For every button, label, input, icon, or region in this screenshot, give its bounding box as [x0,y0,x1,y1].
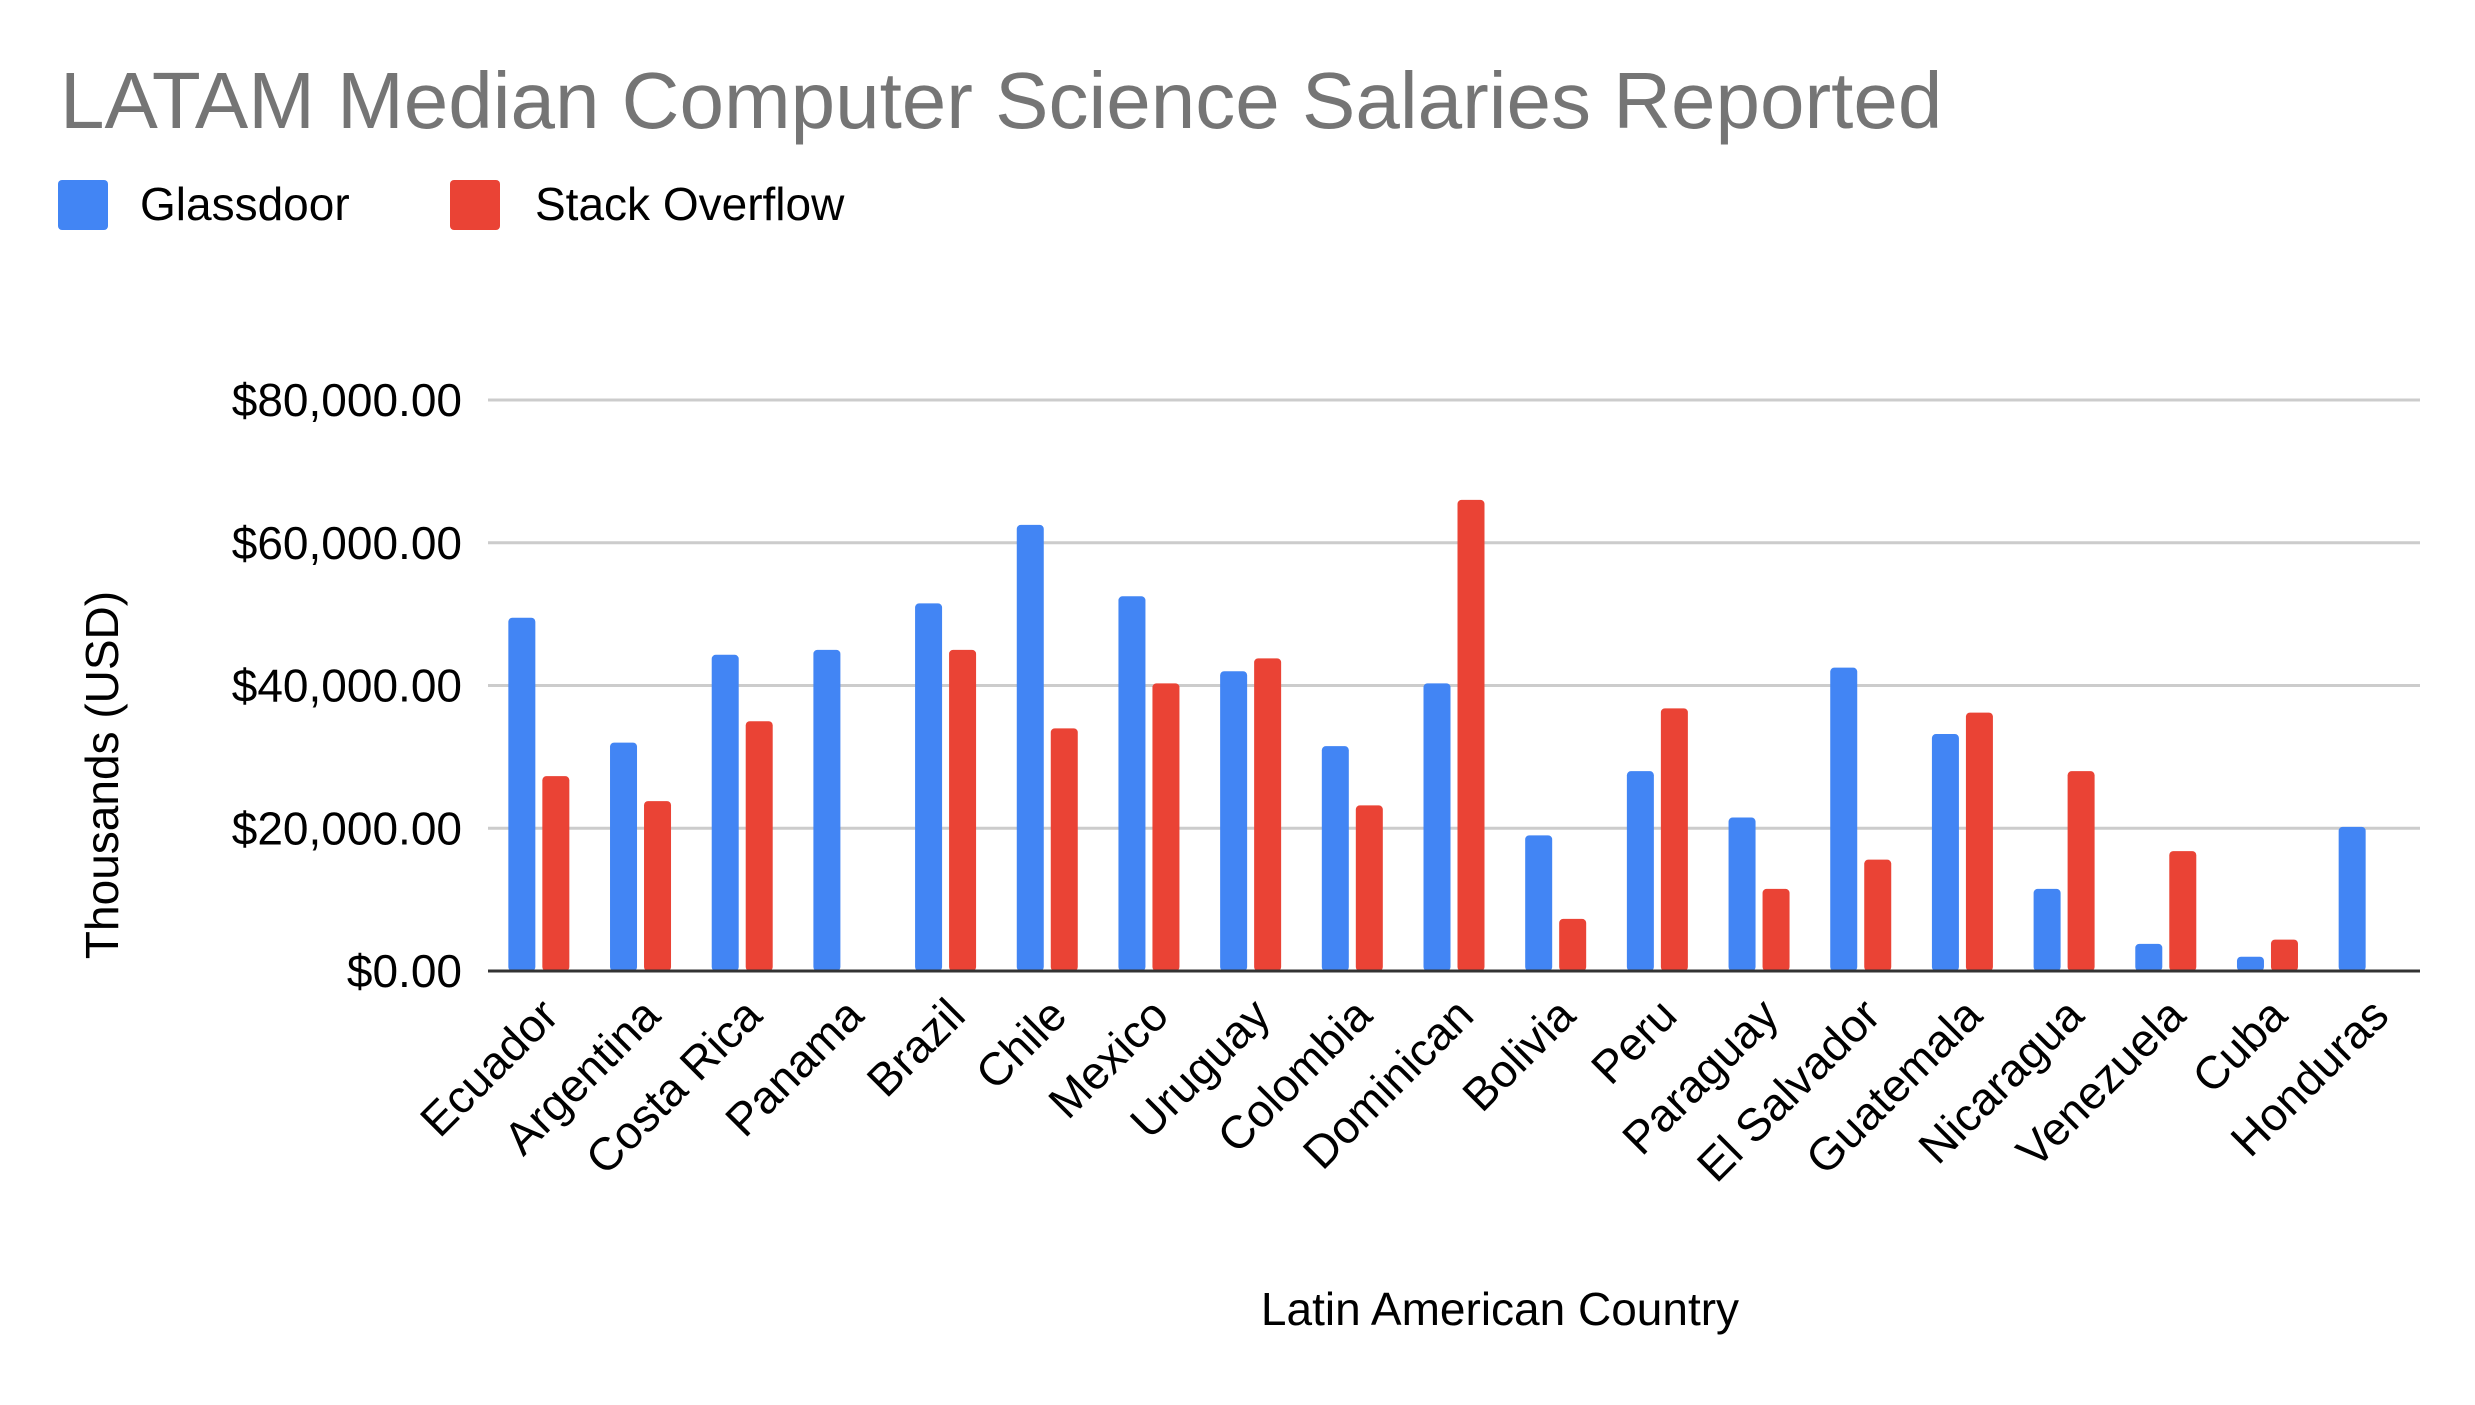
bar-stack-overflow-paraguay [1762,888,1790,971]
legend-swatch-stack-overflow [450,180,500,230]
bar-stack-overflow-dominican [1457,499,1485,971]
y-tick-label: $80,000.00 [232,374,462,426]
bar-glassdoor-bolivia [1525,835,1553,971]
x-tick-label: Bolivia [1452,988,1585,1121]
bar-stack-overflow-nicaragua [2067,771,2095,971]
y-tick-label: $0.00 [347,945,462,997]
bar-glassdoor-ecuador [508,617,536,971]
bar-glassdoor-cuba [2236,956,2264,971]
legend-label-glassdoor: Glassdoor [140,178,350,230]
bar-glassdoor-el-salvador [1830,667,1858,971]
bar-glassdoor-nicaragua [2033,888,2061,971]
bar-glassdoor-uruguay [1220,671,1248,971]
bar-stack-overflow-mexico [1152,683,1180,971]
bar-stack-overflow-brazil [949,649,977,971]
bar-glassdoor-dominican [1423,683,1451,971]
bar-stack-overflow-el-salvador [1864,859,1892,971]
legend-swatch-glassdoor [58,180,108,230]
bar-glassdoor-guatemala [1931,734,1959,971]
bar-stack-overflow-costa-rica [745,721,773,971]
bar-stack-overflow-bolivia [1559,918,1587,971]
bar-stack-overflow-venezuela [2169,851,2197,971]
legend: Glassdoor Stack Overflow [58,178,845,230]
y-tick-label: $40,000.00 [232,660,462,712]
bar-glassdoor-mexico [1118,596,1146,971]
bar-glassdoor-venezuela [2135,943,2163,971]
y-axis-tick-labels: $0.00 $20,000.00 $40,000.00 $60,000.00 $80,0… [232,374,462,997]
legend-label-stack-overflow: Stack Overflow [535,178,845,230]
x-tick-label: Brazil [857,988,975,1106]
bar-stack-overflow-guatemala [1965,712,1993,971]
bar-glassdoor-argentina [610,742,638,971]
bar-glassdoor-chile [1016,524,1044,971]
gridlines [488,398,2420,830]
bar-glassdoor-colombia [1321,746,1349,971]
bar-glassdoor-costa-rica [711,654,739,971]
bars [508,499,2366,971]
bar-stack-overflow-argentina [644,801,672,971]
bar-stack-overflow-colombia [1355,805,1383,971]
x-axis-title: Latin American Country [1261,1283,1739,1335]
bar-glassdoor-honduras [2338,826,2366,971]
y-tick-label: $60,000.00 [232,517,462,569]
bar-stack-overflow-peru [1660,708,1688,971]
bar-glassdoor-paraguay [1728,817,1756,971]
chart-title: LATAM Median Computer Science Salaries R… [60,56,1942,145]
y-tick-label: $20,000.00 [232,802,462,854]
bar-stack-overflow-chile [1050,728,1078,971]
y-axis-title: Thousands (USD) [76,591,128,959]
bar-stack-overflow-cuba [2270,939,2298,971]
bar-stack-overflow-uruguay [1254,658,1282,971]
bar-glassdoor-peru [1626,771,1654,971]
bar-glassdoor-brazil [915,603,943,971]
bar-glassdoor-panama [813,649,841,971]
bar-stack-overflow-ecuador [542,776,570,971]
